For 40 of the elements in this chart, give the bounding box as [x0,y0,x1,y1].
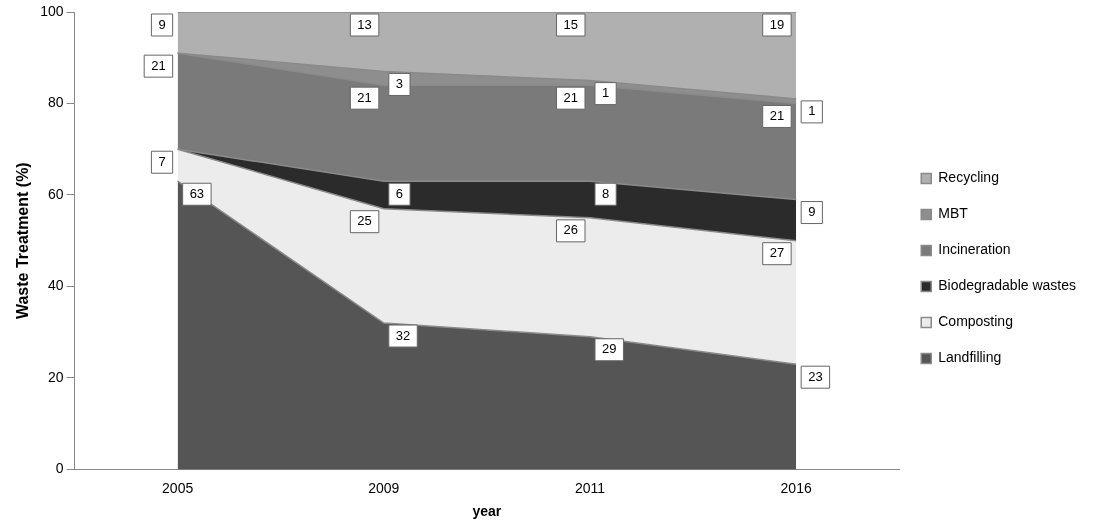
data-label: 26 [563,222,578,238]
legend-label: Incineration [938,241,1011,258]
data-label: 7 [158,153,166,169]
x-tick-label: 2016 [780,479,812,496]
legend-label: Biodegradable wastes [938,277,1077,294]
legend-label: Composting [938,313,1013,330]
data-label: 21 [563,89,578,105]
data-label: 21 [151,57,166,73]
y-tick-label: 0 [55,460,64,477]
y-tick-label: 80 [47,94,64,111]
data-label: 29 [601,341,617,357]
data-label: 27 [769,245,785,261]
y-tick-label: 60 [47,185,64,202]
data-label: 9 [158,16,166,32]
data-label: 23 [808,368,823,384]
data-label: 15 [563,16,578,32]
data-label: 1 [601,85,610,101]
legend-label: Recycling [938,169,999,186]
data-label: 13 [357,16,372,32]
y-axis-title: Waste Treatment (%) [14,162,32,320]
x-tick-label: 2011 [574,479,606,496]
data-label: 21 [357,89,372,105]
data-label: 21 [769,108,785,124]
data-label: 25 [357,213,372,229]
data-label: 32 [395,327,411,343]
data-label: 1 [808,103,816,119]
data-label: 63 [189,185,205,201]
y-tick-label: 40 [47,277,64,294]
legend-label: Landfilling [938,349,1002,366]
y-tick-label: 100 [40,2,64,19]
data-label: 6 [395,185,404,201]
data-label: 19 [769,16,785,32]
data-label: 8 [601,185,610,201]
y-tick-label: 20 [47,368,64,385]
x-axis-title: year [472,503,502,520]
data-label: 9 [808,204,816,220]
data-label: 3 [395,76,404,92]
legend-label: MBT [938,205,969,222]
x-tick-label: 2009 [368,479,400,496]
x-tick-label: 2005 [162,479,194,496]
